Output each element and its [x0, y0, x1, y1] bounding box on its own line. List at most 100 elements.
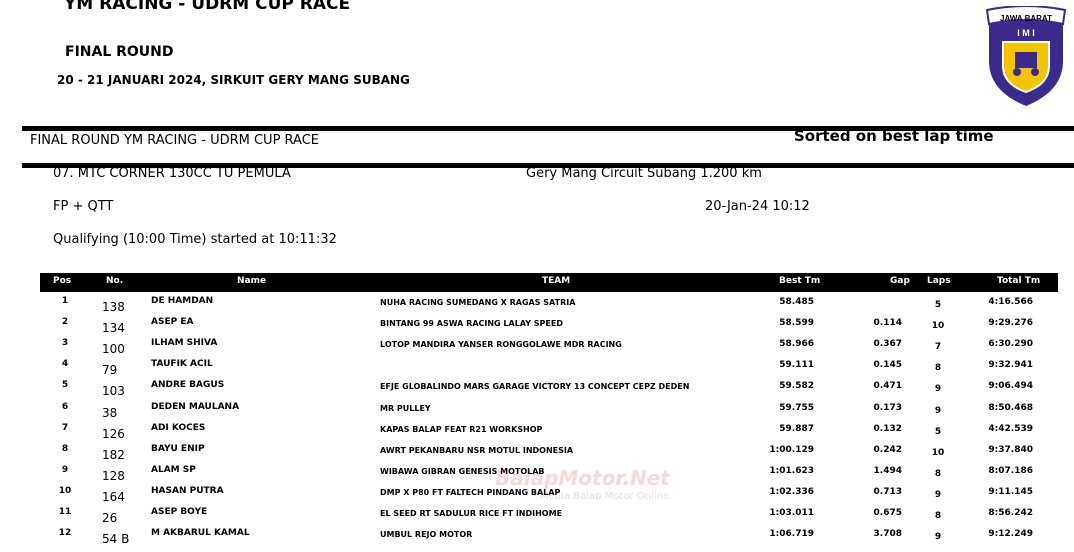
col-gap: Gap — [890, 276, 910, 286]
cell-team: UMBUL REJO MOTOR — [380, 530, 473, 540]
cell-best: 1:00.129 — [769, 444, 814, 455]
cell-laps: 7 — [934, 342, 942, 353]
cell-pos: 9 — [61, 464, 69, 475]
table-row: 8 182 BAYU ENIP AWRT PEKANBARU NSR MOTUL IN… — [0, 444, 1074, 465]
cell-name: ALAM SP — [151, 464, 196, 475]
cell-team: DMP X P80 FT FALTECH PINDANG BALAP — [380, 487, 561, 497]
cell-team: KAPAS BALAP FEAT R21 WORKSHOP — [380, 424, 543, 434]
imi-logo: JAWA BARAT I M I — [985, 6, 1067, 106]
cell-laps: 10 — [931, 447, 945, 458]
cell-gap: 0.132 — [873, 423, 902, 434]
cell-total: 9:12.249 — [988, 529, 1033, 540]
table-row: 4 79 TAUFIK ACIL 59.111 0.145 8 9:32.941 — [0, 359, 1074, 380]
table-row: 1 138 DE HAMDAN NUHA RACING SUMEDANG X RAGA… — [0, 296, 1074, 317]
cell-laps: 8 — [934, 468, 942, 479]
cell-pos: 3 — [61, 338, 69, 349]
cell-pos: 8 — [61, 443, 69, 454]
cell-best: 59.755 — [779, 402, 814, 413]
cell-total: 9:06.494 — [988, 381, 1033, 392]
cell-no: 128 — [102, 468, 125, 483]
cell-name: ANDRE BAGUS — [151, 380, 225, 391]
watermark-brand: BalapMotor.Net — [495, 466, 670, 490]
cell-best: 1:03.011 — [769, 508, 814, 518]
qualifying-info: Qualifying (10:00 Time) started at 10:11… — [53, 232, 337, 247]
date-venue: 20 - 21 JANUARI 2024, SIRKUIT GERY MANG … — [57, 73, 410, 87]
cell-total: 8:56.242 — [988, 508, 1033, 518]
cell-laps: 9 — [934, 532, 942, 543]
cell-gap: 0.367 — [873, 339, 902, 350]
cell-laps: 5 — [934, 300, 942, 310]
col-laps: Laps — [927, 276, 951, 286]
report-event: FINAL ROUND YM RACING - UDRM CUP RACE — [30, 133, 320, 148]
cell-team: EL SEED RT SADULUR RICE FT INDIHOME — [380, 509, 563, 518]
cell-name: ASEP BOYE — [151, 507, 208, 517]
event-title: YM RACING - UDRM CUP RACE — [64, 0, 351, 14]
cell-no: 103 — [102, 384, 125, 399]
cell-no: 79 — [102, 363, 118, 378]
cell-no: 134 — [102, 321, 125, 336]
cell-laps: 9 — [934, 405, 942, 416]
cell-best: 1:02.336 — [769, 486, 814, 497]
cell-total: 8:07.186 — [988, 465, 1033, 476]
table-row: 5 103 ANDRE BAGUS EFJE GLOBALINDO MARS GARA… — [0, 380, 1074, 401]
cell-pos: 5 — [61, 380, 69, 391]
cell-pos: 4 — [61, 359, 69, 370]
col-pos: Pos — [53, 276, 72, 286]
table-row: 7 126 ADI KOCES KAPAS BALAP FEAT R21 WORKSH… — [0, 423, 1074, 444]
cell-pos: 12 — [58, 528, 72, 539]
cell-gap: 0.713 — [873, 486, 902, 497]
cell-name: ASEP EA — [151, 317, 194, 328]
cell-no: 138 — [102, 300, 125, 314]
cell-best: 1:06.719 — [769, 529, 814, 540]
session-datetime: 20-Jan-24 10:12 — [705, 199, 810, 214]
cell-total: 4:16.566 — [988, 297, 1033, 307]
cell-gap: 0.471 — [873, 381, 902, 392]
table-row: 10 164 HASAN PUTRA DMP X P80 FT FALTECH PIN… — [0, 486, 1074, 507]
cell-gap: 0.173 — [873, 402, 902, 413]
cell-best: 59.111 — [779, 360, 814, 371]
sort-note: Sorted on best lap time — [794, 127, 994, 145]
cell-total: 9:11.145 — [988, 486, 1033, 497]
cell-pos: 11 — [58, 507, 72, 517]
cell-gap: 0.242 — [873, 444, 902, 455]
circuit: Gery Mang Circuit Subang 1.200 km — [526, 166, 762, 181]
cell-gap: 3.708 — [873, 529, 902, 540]
cell-team: BINTANG 99 ASWA RACING LALAY SPEED — [380, 319, 563, 329]
cell-gap: 0.114 — [873, 318, 902, 329]
svg-text:I M I: I M I — [1017, 28, 1035, 38]
cell-pos: 1 — [61, 296, 69, 306]
cell-total: 9:29.276 — [988, 318, 1033, 329]
watermark-tagline: Media Balap Motor Online — [540, 491, 669, 502]
cell-pos: 10 — [58, 485, 72, 496]
table-row: 6 38 DEDEN MAULANA MR PULLEY 59.755 0.173 9 8:5… — [0, 402, 1074, 423]
col-total: Total Tm — [997, 276, 1041, 286]
cell-laps: 5 — [934, 426, 942, 437]
cell-gap: 1.494 — [873, 465, 902, 476]
cell-no: 54 B — [102, 532, 130, 547]
cell-team: NUHA RACING SUMEDANG X RAGAS SATRIA — [380, 298, 576, 307]
cell-name: HASAN PUTRA — [151, 485, 224, 496]
cell-total: 8:50.468 — [988, 402, 1033, 413]
cell-total: 6:30.290 — [988, 339, 1033, 350]
col-name: Name — [237, 276, 267, 286]
table-header: Pos No. Name TEAM Best Tm Gap Laps Total… — [40, 273, 1058, 292]
cell-name: BAYU ENIP — [151, 443, 205, 454]
cell-laps: 10 — [931, 321, 945, 332]
col-no: No. — [106, 276, 124, 286]
cell-no: 126 — [102, 426, 125, 441]
cell-best: 59.887 — [779, 423, 814, 434]
cell-laps: 9 — [934, 384, 942, 395]
cell-pos: 6 — [61, 401, 69, 412]
cell-no: 100 — [102, 342, 125, 357]
cell-team: LOTOP MANDIRA YANSER RONGGOLAWE MDR RACI… — [380, 340, 622, 350]
round-title: FINAL ROUND — [65, 44, 174, 60]
cell-pos: 2 — [61, 317, 69, 328]
col-team: TEAM — [542, 276, 571, 286]
table-row: 3 100 ILHAM SHIVA LOTOP MANDIRA YANSER RONG… — [0, 338, 1074, 359]
cell-name: M AKBARUL KAMAL — [151, 528, 250, 539]
session: FP + QTT — [53, 199, 114, 214]
table-row: 9 128 ALAM SP WIBAWA GIBRAN GENESIS MOTOLAB… — [0, 465, 1074, 486]
cell-team: MR PULLEY — [380, 403, 431, 413]
cell-pos: 7 — [61, 422, 69, 433]
cell-team: EFJE GLOBALINDO MARS GARAGE VICTORY 13 C… — [380, 382, 690, 392]
